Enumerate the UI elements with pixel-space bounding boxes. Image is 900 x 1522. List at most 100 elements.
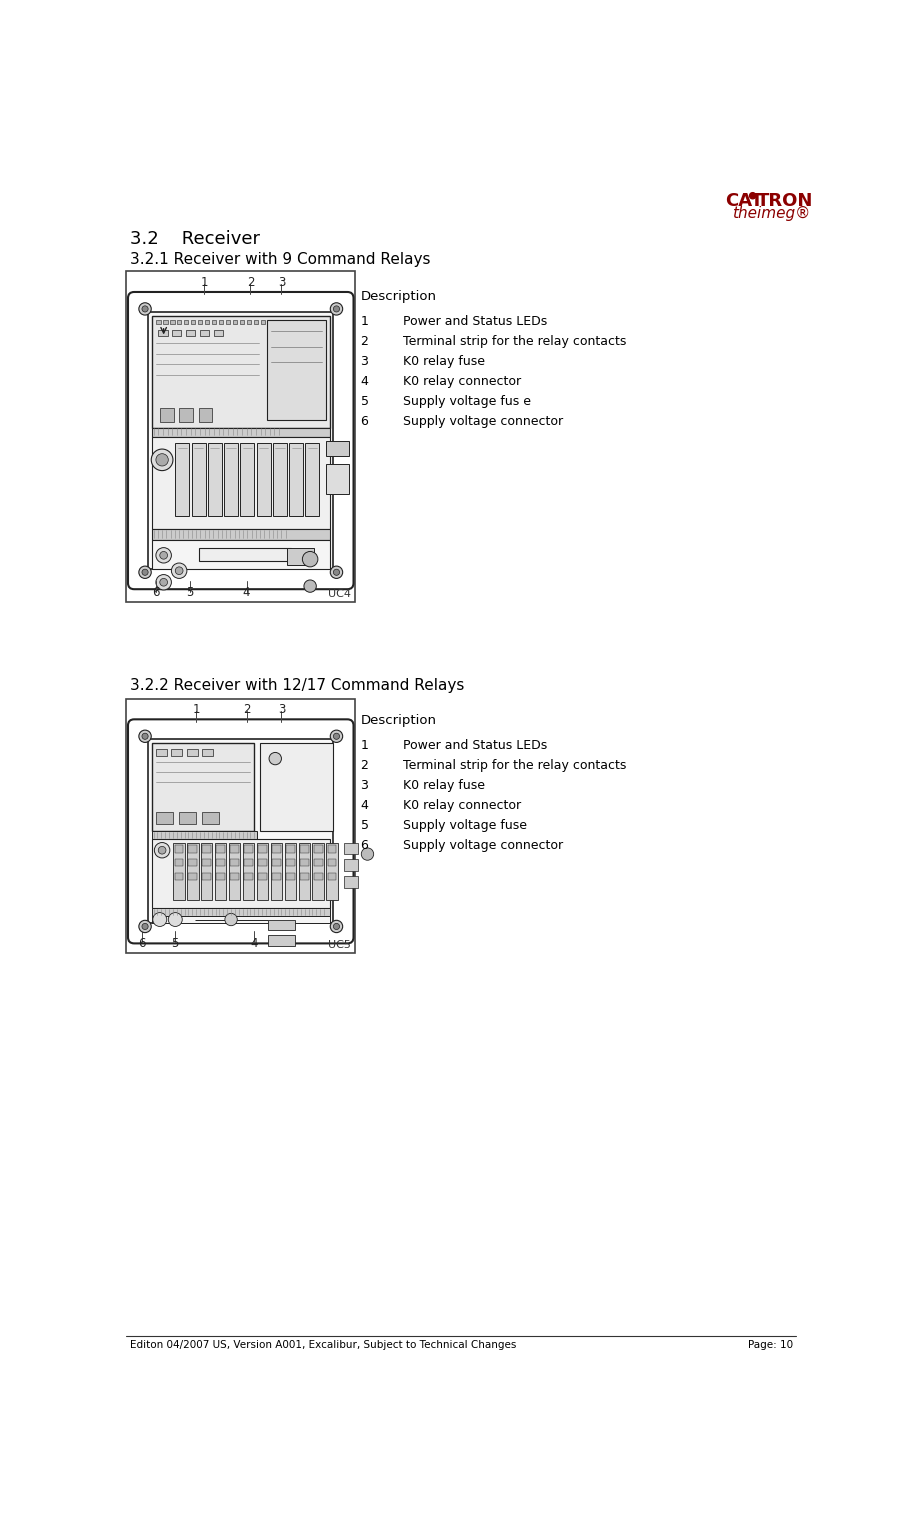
Bar xyxy=(152,839,329,909)
Bar xyxy=(175,845,183,852)
Bar xyxy=(314,872,322,880)
Text: 2: 2 xyxy=(247,275,254,289)
Text: 1: 1 xyxy=(200,275,208,289)
Bar xyxy=(328,845,337,852)
Circle shape xyxy=(153,913,166,927)
Bar xyxy=(271,843,283,901)
Bar xyxy=(152,916,329,924)
Bar xyxy=(244,872,253,880)
Text: 5: 5 xyxy=(171,936,178,950)
Bar xyxy=(240,443,255,516)
Bar xyxy=(289,443,303,516)
Text: Supply voltage connector: Supply voltage connector xyxy=(403,416,563,428)
Circle shape xyxy=(142,734,148,740)
Bar xyxy=(188,858,197,866)
Circle shape xyxy=(333,306,339,312)
Bar xyxy=(260,320,265,324)
Bar xyxy=(176,443,189,516)
Circle shape xyxy=(156,454,168,466)
Bar xyxy=(300,858,309,866)
Bar xyxy=(202,749,213,756)
Bar xyxy=(344,860,358,871)
Bar xyxy=(175,872,183,880)
Bar xyxy=(328,858,337,866)
Text: theimeg®: theimeg® xyxy=(733,205,811,221)
Circle shape xyxy=(330,731,343,743)
Text: Supply voltage fuse: Supply voltage fuse xyxy=(403,819,527,831)
Text: K0 relay connector: K0 relay connector xyxy=(403,799,521,811)
Bar xyxy=(274,320,279,324)
Text: UC4: UC4 xyxy=(328,589,351,600)
Circle shape xyxy=(142,306,148,312)
Bar xyxy=(230,845,238,852)
Bar xyxy=(254,320,258,324)
Bar xyxy=(152,831,257,839)
Text: 1: 1 xyxy=(193,703,200,717)
Bar xyxy=(268,919,295,930)
Text: 2: 2 xyxy=(361,335,368,349)
Text: 3: 3 xyxy=(278,275,285,289)
Bar xyxy=(314,845,322,852)
Bar xyxy=(179,408,194,422)
Circle shape xyxy=(176,566,183,575)
Bar xyxy=(224,443,238,516)
Circle shape xyxy=(156,548,171,563)
Circle shape xyxy=(156,575,171,591)
Bar xyxy=(216,858,225,866)
Circle shape xyxy=(302,551,318,566)
Bar xyxy=(202,811,220,823)
Text: 2: 2 xyxy=(361,758,368,772)
Bar xyxy=(287,548,314,565)
Bar xyxy=(186,330,195,336)
Bar xyxy=(212,320,216,324)
Bar xyxy=(192,443,205,516)
Bar xyxy=(328,872,337,880)
Bar xyxy=(160,408,174,422)
Circle shape xyxy=(139,731,151,743)
Bar xyxy=(152,909,329,916)
Bar xyxy=(156,749,166,756)
Bar xyxy=(258,858,266,866)
Text: 5: 5 xyxy=(186,586,194,600)
Text: Supply voltage connector: Supply voltage connector xyxy=(403,839,563,852)
Circle shape xyxy=(155,843,170,858)
Bar xyxy=(201,843,212,901)
Text: Terminal strip for the relay contacts: Terminal strip for the relay contacts xyxy=(403,335,626,349)
Circle shape xyxy=(168,913,182,927)
Text: 3.2.1 Receiver with 9 Command Relays: 3.2.1 Receiver with 9 Command Relays xyxy=(130,253,430,266)
Bar xyxy=(188,845,197,852)
Bar xyxy=(312,843,324,901)
Bar xyxy=(172,330,182,336)
Text: 1: 1 xyxy=(361,315,368,329)
Text: 4: 4 xyxy=(243,586,250,600)
Bar xyxy=(226,320,230,324)
Bar xyxy=(148,312,333,569)
Bar xyxy=(187,749,198,756)
Bar xyxy=(200,330,210,336)
Circle shape xyxy=(160,551,167,559)
Bar xyxy=(199,408,212,422)
Bar xyxy=(305,443,320,516)
Bar xyxy=(199,548,291,562)
Text: K0 relay fuse: K0 relay fuse xyxy=(403,779,485,791)
Circle shape xyxy=(151,449,173,470)
Bar xyxy=(152,540,329,569)
Bar xyxy=(272,872,281,880)
Text: Editon 04/2007 US, Version A001, Excalibur, Subject to Technical Changes: Editon 04/2007 US, Version A001, Excalib… xyxy=(130,1339,516,1350)
Circle shape xyxy=(333,734,339,740)
Bar xyxy=(152,437,329,530)
Bar xyxy=(158,330,167,336)
Text: Power and Status LEDs: Power and Status LEDs xyxy=(403,738,547,752)
Circle shape xyxy=(139,303,151,315)
Circle shape xyxy=(160,578,167,586)
Bar xyxy=(273,443,287,516)
Bar xyxy=(202,872,211,880)
Circle shape xyxy=(333,569,339,575)
Bar xyxy=(126,271,356,603)
Bar xyxy=(256,843,268,901)
Bar xyxy=(314,858,322,866)
Bar xyxy=(266,320,326,420)
Bar xyxy=(272,858,281,866)
Text: 3: 3 xyxy=(361,355,368,368)
Bar xyxy=(299,843,310,901)
